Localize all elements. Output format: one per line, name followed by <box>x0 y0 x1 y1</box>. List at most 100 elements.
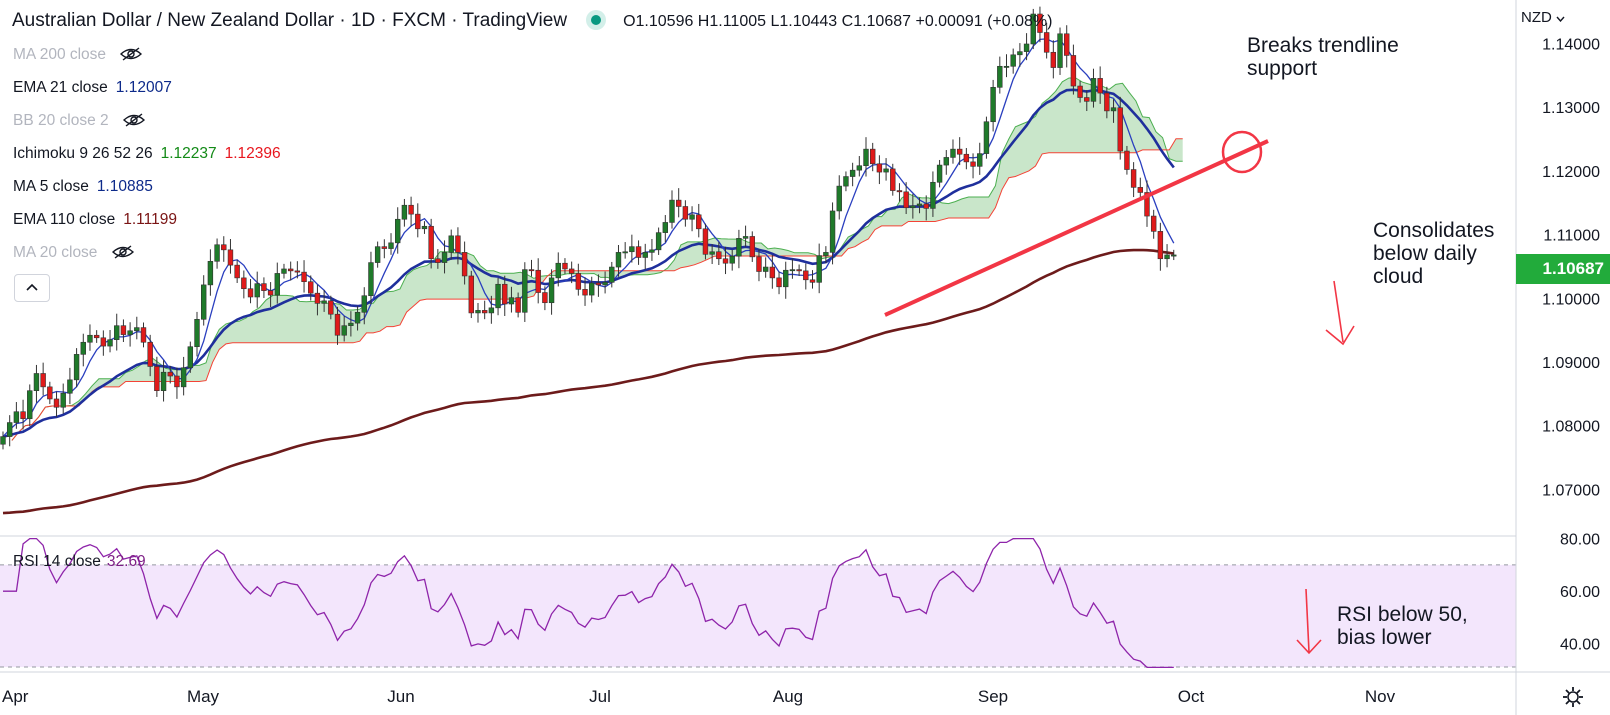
candle <box>167 365 173 384</box>
candle <box>502 275 508 316</box>
symbol-title[interactable]: Australian Dollar / New Zealand Dollar ·… <box>12 10 568 31</box>
candle <box>635 240 642 265</box>
candle <box>649 239 655 261</box>
legend-ma-20[interactable]: MA 20 close <box>13 244 134 262</box>
chevron-up-icon <box>26 283 38 291</box>
candle <box>428 218 434 269</box>
legend-ichimoku[interactable]: Ichimoku 9 26 52 26 1.12237 1.12396 <box>13 145 281 163</box>
candle <box>374 241 381 268</box>
legend-ema-21[interactable]: EMA 21 close 1.12007 <box>13 79 172 97</box>
candle <box>194 311 200 357</box>
candle <box>903 182 909 215</box>
legend-label: EMA 21 close <box>13 79 108 96</box>
chevron-down-icon <box>1556 16 1565 23</box>
legend-ma-5[interactable]: MA 5 close 1.10885 <box>13 178 153 196</box>
candle <box>1157 222 1164 271</box>
candle <box>675 188 682 218</box>
candle <box>629 234 635 263</box>
rsi-band <box>0 564 1516 668</box>
annotation-line: cloud <box>1373 265 1424 288</box>
eye-hidden-icon[interactable] <box>111 245 134 259</box>
candle <box>956 137 963 166</box>
eye-hidden-icon[interactable] <box>120 47 143 61</box>
candle <box>254 271 260 308</box>
rsi-tick-label: 60.00 <box>1560 584 1600 601</box>
candle <box>361 287 367 325</box>
eye-hidden-icon[interactable] <box>122 113 145 127</box>
legend-ema-110[interactable]: EMA 110 close 1.11199 <box>13 211 177 229</box>
x-tick-label: Sep <box>978 687 1008 706</box>
legend-bb-20[interactable]: BB 20 close 2 <box>13 112 145 130</box>
currency-label: NZD <box>1521 9 1552 26</box>
candle <box>488 295 495 324</box>
candle <box>548 269 555 315</box>
candle <box>395 207 401 254</box>
candle <box>287 261 294 281</box>
x-tick-label: May <box>187 687 220 706</box>
rsi-line <box>3 537 1174 669</box>
candle <box>689 206 695 232</box>
candle <box>13 402 20 429</box>
candle <box>582 277 588 306</box>
candle <box>508 286 515 313</box>
legend-rsi[interactable]: RSI 14 close 32.69 <box>13 553 146 571</box>
candle <box>20 399 26 430</box>
candle <box>1057 27 1063 75</box>
candle <box>1043 22 1050 59</box>
legend-ma-200[interactable]: MA 200 close <box>13 46 143 64</box>
candle <box>100 330 107 356</box>
candle <box>421 221 428 234</box>
cloud-fill <box>11 78 1183 441</box>
candle <box>147 334 153 377</box>
candle <box>1050 40 1057 79</box>
candlestick-series <box>0 6 1177 450</box>
legend-label: Ichimoku 9 26 52 26 <box>13 145 153 162</box>
candle <box>314 284 321 316</box>
candle <box>796 264 802 276</box>
legend-value: 1.12007 <box>115 79 172 96</box>
candle <box>221 236 227 262</box>
currency-selector[interactable]: NZD <box>1521 9 1565 26</box>
candle <box>535 258 541 304</box>
y-tick-label: 1.09000 <box>1542 355 1600 372</box>
candle <box>562 258 568 275</box>
candle <box>615 244 622 277</box>
legend-value-2: 1.12396 <box>224 145 281 162</box>
y-tick-label: 1.14000 <box>1542 36 1600 53</box>
candle <box>174 367 180 399</box>
candle <box>696 203 702 238</box>
candle <box>301 260 307 293</box>
trendline[interactable] <box>884 139 1269 317</box>
candle <box>160 360 167 402</box>
rsi-band-fill <box>0 564 1516 667</box>
annotation-drawings <box>884 130 1355 655</box>
collapse-legend-button[interactable] <box>14 274 50 302</box>
candle <box>1064 25 1070 68</box>
breakout-circle[interactable] <box>1221 130 1263 174</box>
candle <box>1037 6 1043 43</box>
candle <box>40 362 46 396</box>
candle <box>789 258 796 279</box>
candle <box>201 275 207 326</box>
candle <box>1104 86 1110 119</box>
candle <box>0 431 6 450</box>
candle <box>6 415 13 447</box>
candle <box>542 286 548 311</box>
candle <box>214 238 220 269</box>
candle <box>354 306 361 331</box>
candle <box>87 324 93 351</box>
legend-label: RSI 14 close <box>13 553 101 570</box>
candle <box>1117 96 1123 160</box>
candle <box>923 195 929 221</box>
settings-gear-icon[interactable] <box>1562 686 1584 708</box>
candle <box>134 316 140 340</box>
candle <box>47 381 53 405</box>
candle <box>522 262 528 322</box>
candle <box>983 116 990 159</box>
candle <box>655 227 662 255</box>
chart-header: Australian Dollar / New Zealand Dollar ·… <box>12 10 1052 32</box>
candle <box>869 142 876 172</box>
legend-value: 1.12237 <box>160 145 217 162</box>
